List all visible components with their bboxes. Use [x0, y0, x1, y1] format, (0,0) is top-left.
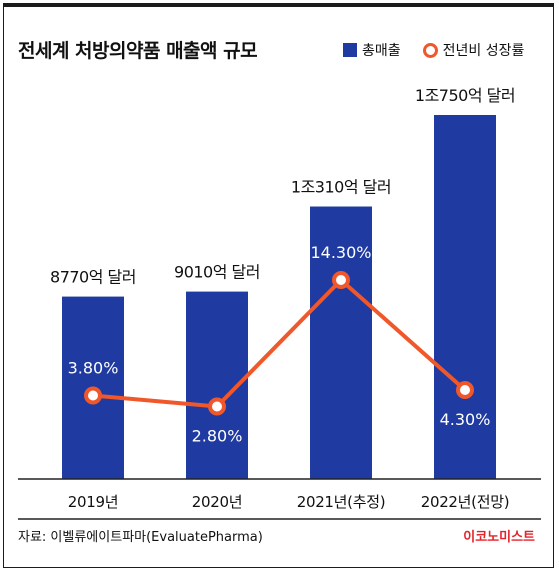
legend: 총매출 전년비 성장률	[343, 40, 524, 60]
legend-line-label: 전년비 성장률	[442, 43, 525, 59]
source-note: 자료: 이벨류에이트파마(EvaluatePharma)	[18, 530, 263, 545]
brand-logo: 이코노미스트	[463, 530, 535, 545]
growth-value-label-2: 14.30%	[310, 243, 371, 262]
bar-value-label-3: 1조750억 달러	[415, 86, 515, 105]
growth-point-0	[84, 386, 102, 405]
growth-value-label-0: 3.80%	[68, 359, 119, 378]
chart-title: 전세계 처방의약품 매출액 규모	[18, 40, 258, 62]
bar-3	[434, 115, 496, 479]
x-tick-label-2: 2021년(추정)	[297, 493, 386, 511]
legend-line-swatch	[422, 42, 438, 58]
growth-value-label-3: 4.30%	[440, 410, 491, 429]
growth-point-3	[456, 381, 474, 399]
growth-point-1	[208, 397, 226, 416]
x-tick-label-0: 2019년	[68, 493, 118, 511]
legend-bar-label: 총매출	[362, 43, 401, 59]
top-rule	[3, 3, 554, 7]
growth-value-label-1: 2.80%	[192, 427, 243, 446]
bar-value-label-1: 9010억 달러	[174, 263, 260, 282]
bar-value-label-2: 1조310억 달러	[291, 178, 391, 197]
x-tick-label-3: 2022년(전망)	[421, 493, 510, 511]
growth-point-2	[332, 271, 350, 289]
growth-line	[92, 278, 467, 409]
x-tick-label-1: 2020년	[192, 493, 242, 511]
bar-2	[310, 206, 372, 479]
legend-bar-swatch	[343, 43, 357, 57]
bar-value-label-0: 8770억 달러	[50, 268, 136, 287]
